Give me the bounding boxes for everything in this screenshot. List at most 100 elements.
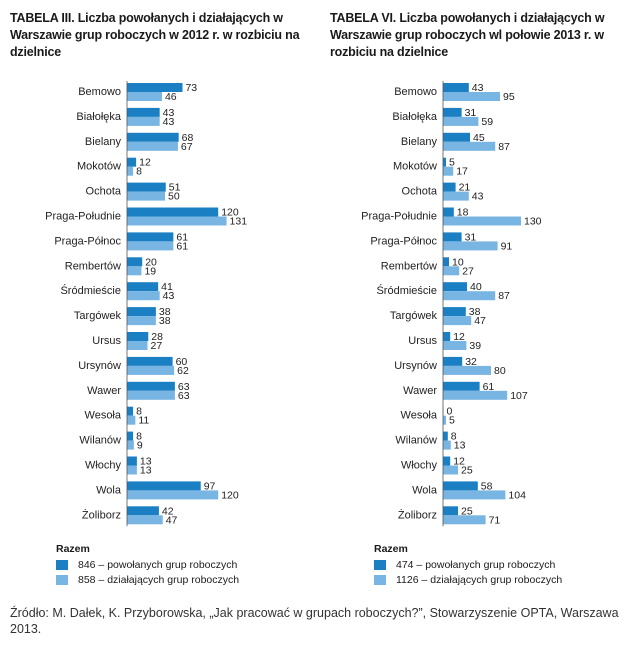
value-label: 67 (181, 141, 193, 153)
value-label: 27 (151, 340, 163, 352)
bar-dzialajacych (127, 291, 160, 301)
bar-dzialajacych (443, 141, 496, 151)
bar-dzialajacych (127, 141, 178, 151)
bar-powolanych (127, 207, 219, 217)
bar-dzialajacych (443, 465, 458, 475)
value-label: 41 (161, 281, 173, 293)
legend: Razem 474 – powołanych grup roboczych 11… (374, 543, 562, 588)
value-label: 107 (510, 390, 528, 402)
legend-item-powolanych: 846 – powołanych grup roboczych (56, 558, 239, 571)
bar-powolanych (127, 456, 137, 466)
bar-powolanych (443, 381, 480, 391)
value-label: 5 (449, 415, 455, 427)
bar-dzialajacych (127, 241, 174, 251)
bar-dzialajacych (127, 216, 227, 226)
value-label: 61 (176, 231, 188, 243)
bar-dzialajacych (443, 291, 496, 301)
bar-powolanych (127, 83, 183, 92)
value-label: 80 (494, 365, 506, 377)
value-label: 43 (163, 107, 175, 119)
bar-dzialajacych (127, 490, 219, 500)
category-label: Ursus (92, 335, 121, 347)
value-label: 95 (503, 91, 515, 103)
value-label: 25 (461, 465, 473, 477)
bar-powolanych (127, 406, 134, 416)
category-label: Włochy (401, 460, 438, 472)
bar-powolanych (443, 207, 454, 217)
bar-dzialajacych (127, 515, 163, 525)
bar-powolanych (127, 107, 160, 117)
chart-title: TABELA VI. Liczba powołanych i działając… (330, 11, 605, 59)
value-label: 8 (136, 406, 142, 418)
bar-powolanych (127, 232, 174, 242)
category-label: Wesoła (401, 410, 438, 422)
value-label: 58 (481, 480, 493, 492)
source-note: Źródło: M. Dałek, K. Przyborowska, „Jak … (10, 606, 619, 636)
category-label: Białołęka (392, 111, 438, 123)
bar-dzialajacych (127, 191, 165, 201)
bar-powolanych (443, 257, 449, 267)
value-label: 31 (465, 231, 477, 243)
value-label: 20 (145, 256, 157, 268)
legend-title: Razem (56, 543, 90, 555)
category-label: Ursynów (78, 360, 121, 372)
bar-powolanych (127, 157, 137, 167)
legend-item-powolanych: 474 – powołanych grup roboczych (374, 558, 562, 571)
value-label: 38 (469, 306, 481, 318)
value-label: 27 (462, 265, 474, 277)
bar-dzialajacych (443, 515, 486, 525)
value-label: 12 (139, 157, 151, 169)
value-label: 43 (472, 82, 484, 94)
category-label: Włochy (85, 460, 122, 472)
bar-dzialajacych (443, 390, 508, 400)
bar-powolanych (127, 481, 201, 491)
value-label: 21 (459, 182, 471, 194)
category-label: Wola (96, 484, 122, 496)
bar-dzialajacych (127, 341, 148, 350)
value-label: 13 (140, 456, 152, 468)
value-label: 50 (168, 191, 180, 203)
value-label: 47 (474, 315, 486, 327)
bar-powolanych (443, 307, 466, 317)
category-label: Śródmieście (376, 284, 437, 297)
value-label: 130 (524, 216, 542, 228)
category-label: Praga-Północ (54, 235, 121, 247)
category-label: Wilanów (79, 435, 121, 447)
value-label: 131 (230, 216, 248, 228)
value-label: 45 (473, 132, 485, 144)
value-label: 25 (461, 505, 473, 517)
value-label: 68 (182, 132, 194, 144)
bar-powolanych (443, 356, 463, 366)
value-label: 28 (151, 331, 163, 343)
bar-dzialajacych (443, 116, 479, 126)
value-label: 38 (159, 306, 171, 318)
bar-powolanych (443, 481, 478, 491)
category-label: Mokotów (393, 161, 437, 173)
category-label: Targówek (74, 310, 122, 322)
bar-dzialajacych (443, 191, 469, 201)
bar-dzialajacych (443, 266, 460, 276)
bar-dzialajacych (443, 241, 498, 251)
bar-powolanych (443, 157, 446, 167)
legend-label: 474 – powołanych grup roboczych (396, 558, 556, 571)
bar-dzialajacych (443, 316, 472, 326)
legend-swatch-light (56, 574, 68, 585)
value-label: 18 (457, 207, 469, 219)
bar-dzialajacych (127, 365, 175, 375)
bar-powolanych (443, 232, 462, 242)
category-label: Ochota (402, 186, 438, 198)
value-label: 43 (163, 290, 175, 302)
bar-powolanych (443, 282, 467, 292)
value-label: 46 (165, 91, 177, 103)
bar-powolanych (443, 132, 470, 142)
bar-dzialajacych (127, 316, 156, 326)
value-label: 11 (138, 415, 149, 427)
bar-powolanych (443, 182, 456, 192)
bar-dzialajacych (127, 465, 137, 475)
value-label: 51 (169, 182, 181, 194)
category-label: Śródmieście (60, 284, 121, 297)
category-label: Bielany (85, 136, 122, 148)
value-label: 19 (144, 265, 156, 277)
bar-dzialajacych (443, 440, 451, 450)
bar-dzialajacych (443, 365, 491, 375)
